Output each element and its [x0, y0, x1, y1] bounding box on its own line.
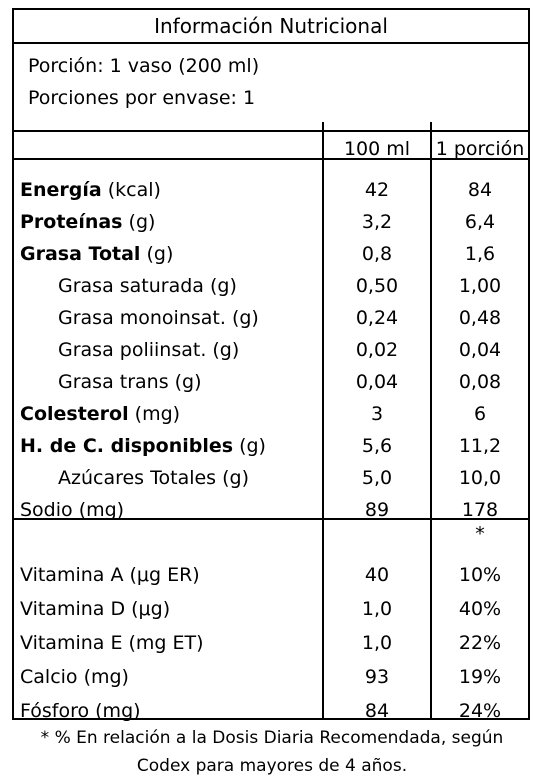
vitamin-list: * Vitamina A (μg ER) 40 10% Vitamina D (… — [14, 520, 528, 728]
nutrient-row-grasa-trans: Grasa trans (g) 0,04 0,08 — [14, 366, 528, 398]
value-portion: 178 — [461, 499, 499, 521]
nutrient-unit: (kcal) — [101, 179, 161, 201]
mineral-row-calcio: Calcio (mg) 93 19% — [14, 660, 528, 694]
value-100ml: 5,6 — [361, 435, 393, 457]
nutrient-row-hidratos: H. de C. disponibles (g) 5,6 11,2 — [14, 430, 528, 462]
serving-info: Porción: 1 vaso (200 ml) Porciones por e… — [14, 50, 528, 132]
nutrient-unit: (g) — [233, 435, 266, 457]
value-100ml: 5,0 — [361, 467, 393, 489]
vitamin-name: Vitamina E (mg ET) — [20, 632, 204, 654]
value-portion: 19% — [458, 666, 502, 688]
nutrient-unit: (mg) — [128, 403, 181, 425]
serving-size: Porción: 1 vaso (200 ml) — [28, 55, 260, 77]
nutrient-name: H. de C. disponibles — [20, 435, 234, 457]
vitamins-divider — [14, 518, 528, 520]
value-portion: 0,04 — [458, 339, 502, 361]
nutrient-name: Grasa Total — [20, 243, 141, 265]
column-divider-right — [430, 122, 432, 718]
servings-per-container: Porciones por envase: 1 — [28, 87, 256, 109]
nutrient-name: Azúcares Totales (g) — [58, 467, 250, 489]
nutrient-name: Colesterol — [20, 403, 129, 425]
nutrient-name: Grasa trans (g) — [58, 371, 202, 393]
nutrient-row-proteinas: Proteínas (g) 3,2 6,4 — [14, 206, 528, 238]
nutrient-name: Proteínas — [20, 211, 123, 233]
nutrient-unit: (g) — [140, 243, 174, 265]
nutrient-row-energia: Energía (kcal) 42 84 — [14, 174, 528, 206]
value-portion: 6 — [473, 403, 487, 425]
value-100ml: 0,04 — [355, 371, 399, 393]
value-100ml: 3,2 — [361, 211, 393, 233]
column-header-row: 100 ml 1 porción — [14, 132, 528, 170]
vitamin-name: Vitamina D (μg) — [20, 598, 171, 620]
panel-title: Información Nutricional — [14, 10, 528, 44]
nutrition-facts-panel: Información Nutricional Porción: 1 vaso … — [12, 8, 530, 722]
nutrient-row-sodio: Sodio (mg) 89 178 — [14, 494, 528, 526]
nutrient-row-colesterol: Colesterol (mg) 3 6 — [14, 398, 528, 430]
value-portion: 0,08 — [458, 371, 502, 393]
value-portion: 1,6 — [464, 243, 496, 265]
mineral-name: Fósforo (mg) — [20, 700, 141, 722]
value-100ml: 1,0 — [361, 598, 393, 620]
vitamin-row-e: Vitamina E (mg ET) 1,0 22% — [14, 626, 528, 660]
value-100ml: 3 — [370, 403, 384, 425]
value-100ml: 84 — [364, 700, 390, 722]
nutrient-name: Sodio (mg) — [20, 499, 125, 521]
value-portion: 1,00 — [458, 275, 502, 297]
nutrient-row-grasa-total: Grasa Total (g) 0,8 1,6 — [14, 238, 528, 270]
column-header-portion: 1 porción — [435, 138, 525, 160]
value-100ml: 1,0 — [361, 632, 393, 654]
header-divider — [14, 158, 528, 160]
nutrient-row-grasa-saturada: Grasa saturada (g) 0,50 1,00 — [14, 270, 528, 302]
nutrient-row-azucares: Azúcares Totales (g) 5,0 10,0 — [14, 462, 528, 494]
column-header-100ml: 100 ml — [343, 138, 411, 160]
nutrient-row-grasa-poliinsat: Grasa poliinsat. (g) 0,02 0,04 — [14, 334, 528, 366]
footnote: * % En relación a la Dosis Diaria Recome… — [0, 724, 544, 780]
value-portion: 24% — [458, 700, 502, 722]
mineral-row-fosforo: Fósforo (mg) 84 24% — [14, 694, 528, 728]
footnote-line-1: * % En relación a la Dosis Diaria Recome… — [40, 728, 504, 748]
vitamin-name: Vitamina A (μg ER) — [20, 564, 200, 586]
value-100ml: 0,24 — [355, 307, 399, 329]
value-100ml: 89 — [364, 499, 390, 521]
nutrient-name: Grasa poliinsat. (g) — [58, 339, 240, 361]
value-100ml: 40 — [364, 564, 390, 586]
vitamin-row-d: Vitamina D (μg) 1,0 40% — [14, 592, 528, 626]
column-divider-left — [322, 122, 324, 718]
value-100ml: 0,8 — [361, 243, 393, 265]
daily-value-asterisk: * — [475, 523, 485, 545]
nutrient-name: Energía — [20, 179, 102, 201]
nutrient-name: Grasa saturada (g) — [58, 275, 237, 297]
value-portion: 22% — [458, 632, 502, 654]
value-portion: 0,48 — [458, 307, 502, 329]
value-portion: 84 — [467, 179, 493, 201]
value-portion: 10% — [458, 564, 502, 586]
value-portion: 10,0 — [458, 467, 502, 489]
nutrient-row-grasa-monoinsat: Grasa monoinsat. (g) 0,24 0,48 — [14, 302, 528, 334]
mineral-name: Calcio (mg) — [20, 666, 129, 688]
value-100ml: 42 — [364, 179, 390, 201]
nutrient-name: Grasa monoinsat. (g) — [58, 307, 259, 329]
footnote-line-2: Codex para mayores de 4 años. — [136, 756, 408, 776]
value-100ml: 0,02 — [355, 339, 399, 361]
nutrient-list: Energía (kcal) 42 84 Proteínas (g) 3,2 6… — [14, 170, 528, 526]
value-100ml: 0,50 — [355, 275, 399, 297]
value-100ml: 93 — [364, 666, 390, 688]
vitamin-row-a: Vitamina A (μg ER) 40 10% — [14, 558, 528, 592]
value-portion: 40% — [458, 598, 502, 620]
vitamins-header-row: * — [14, 520, 528, 548]
value-portion: 11,2 — [458, 435, 502, 457]
value-portion: 6,4 — [464, 211, 496, 233]
nutrient-unit: (g) — [122, 211, 156, 233]
